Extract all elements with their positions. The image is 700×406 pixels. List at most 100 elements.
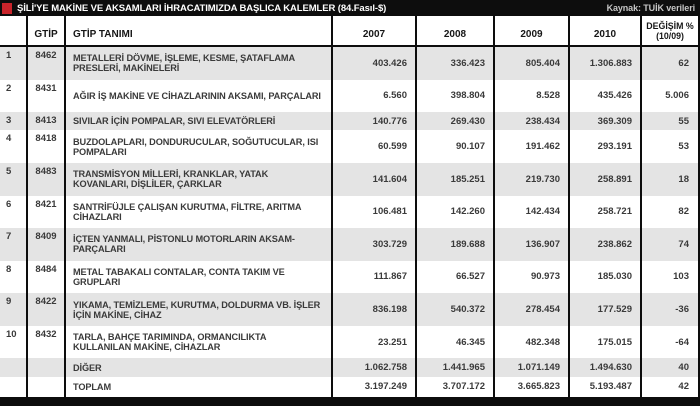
- value-2007-cell: 141.604: [333, 163, 417, 196]
- gtip-code-cell: [28, 358, 66, 377]
- rank-cell: 10: [0, 325, 28, 359]
- gtip-name-cell: SANTRİFÜJLE ÇALIŞAN KURUTMA, FİLTRE, ARI…: [66, 195, 333, 229]
- change-percent-cell: 103: [673, 271, 689, 283]
- rank-cell: 8: [0, 260, 28, 294]
- change-percent-cell: 82: [678, 206, 689, 218]
- rank-cell: [0, 376, 28, 398]
- gtip-name-cell: METALLERİ DÖVME, İŞLEME, KESME, ŞATAFLAM…: [66, 47, 333, 80]
- value-2009-cell: 191.462: [495, 130, 570, 163]
- table-row: 3 8413 SIVILAR İÇİN POMPALAR, SIVI ELEVA…: [0, 112, 698, 131]
- value-2008-cell: 1.441.965: [417, 358, 495, 377]
- value-2009-cell: 238.434: [495, 112, 570, 131]
- value-2008-cell: 185.251: [417, 163, 495, 196]
- value-2008-cell: 398.804: [417, 79, 495, 113]
- value-2007-cell: 6.560: [333, 79, 417, 113]
- rank-cell: 9: [0, 293, 28, 326]
- value-2009-cell: 219.730: [495, 163, 570, 196]
- value-2010-cell: 1.494.630: [570, 358, 642, 377]
- header-year-2008: 2008: [417, 16, 495, 45]
- gtip-code-cell: [28, 376, 66, 398]
- change-percent-cell: 53: [678, 141, 689, 153]
- gtip-name-cell: BUZDOLAPLARI, DONDURUCULAR, SOĞUTUCULAR,…: [66, 130, 333, 163]
- table-row: 6 8421 SANTRİFÜJLE ÇALIŞAN KURUTMA, FİLT…: [0, 195, 698, 229]
- value-2007-cell: 1.062.758: [333, 358, 417, 377]
- value-2010-cell: 435.426: [570, 79, 642, 113]
- gtip-code-cell: 8413: [28, 112, 66, 131]
- gtip-name-cell: TOPLAM: [66, 376, 333, 398]
- gtip-code-cell: 8418: [28, 130, 66, 163]
- rank-cell: 3: [0, 112, 28, 131]
- value-2007-cell: 140.776: [333, 112, 417, 131]
- gtip-name-cell: SIVILAR İÇİN POMPALAR, SIVI ELEVATÖRLERİ: [66, 112, 333, 131]
- value-2009-cell: 805.404: [495, 47, 570, 80]
- value-2009-cell: 3.665.823: [495, 376, 570, 398]
- value-2010-cell: 177.529: [570, 293, 642, 326]
- table-row: 4 8418 BUZDOLAPLARI, DONDURUCULAR, SOĞUT…: [0, 130, 698, 163]
- value-2009-cell: 8.528: [495, 79, 570, 113]
- change-percent-cell: -36: [675, 304, 689, 316]
- value-2008-cell: 3.707.172: [417, 376, 495, 398]
- table-row: 10 8432 TARLA, BAHÇE TARIMINDA, ORMANCIL…: [0, 325, 698, 359]
- value-2007-cell: 111.867: [333, 260, 417, 294]
- table-row: 1 8462 METALLERİ DÖVME, İŞLEME, KESME, Ş…: [0, 47, 698, 80]
- table-row: 9 8422 YIKAMA, TEMİZLEME, KURUTMA, DOLDU…: [0, 293, 698, 326]
- red-accent-block: [2, 2, 12, 14]
- rank-cell: 7: [0, 228, 28, 261]
- page-title: ŞİLİ'YE MAKİNE VE AKSAMLARI İHRACATIMIZD…: [17, 2, 387, 14]
- gtip-name-cell: DİĞER: [66, 358, 333, 377]
- value-2007-cell: 23.251: [333, 325, 417, 359]
- value-2009-cell: 90.973: [495, 260, 570, 294]
- table-row: 8 8484 METAL TABAKALI CONTALAR, CONTA TA…: [0, 260, 698, 294]
- header-gtip-name: GTİP TANIMI: [66, 16, 333, 45]
- rank-cell: 5: [0, 163, 28, 196]
- gtip-code-cell: 8483: [28, 163, 66, 196]
- table-header: GTİP GTİP TANIMI 2007 2008 2009 2010 DEĞ…: [0, 16, 698, 47]
- header-year-2010: 2010: [570, 16, 642, 45]
- gtip-name-cell: METAL TABAKALI CONTALAR, CONTA TAKIM VE …: [66, 260, 333, 294]
- table-row: 7 8409 İÇTEN YANMALI, PİSTONLU MOTORLARI…: [0, 228, 698, 261]
- gtip-code-cell: 8462: [28, 47, 66, 80]
- value-2007-cell: 303.729: [333, 228, 417, 261]
- value-2008-cell: 90.107: [417, 130, 495, 163]
- gtip-name-cell: TARLA, BAHÇE TARIMINDA, ORMANCILIKTA KUL…: [66, 325, 333, 359]
- rank-cell: 1: [0, 47, 28, 80]
- value-2008-cell: 46.345: [417, 325, 495, 359]
- value-2010-cell: 185.030: [570, 260, 642, 294]
- table-row: DİĞER 1.062.758 1.441.965 1.071.149 1.49…: [0, 358, 698, 377]
- value-2008-cell: 189.688: [417, 228, 495, 261]
- gtip-code-cell: 8421: [28, 195, 66, 229]
- value-2007-cell: 60.599: [333, 130, 417, 163]
- value-2010-cell: 369.309: [570, 112, 642, 131]
- change-percent-cell: 74: [678, 238, 689, 250]
- value-2009-cell: 278.454: [495, 293, 570, 326]
- change-percent-cell: 62: [678, 57, 689, 69]
- value-2009-cell: 136.907: [495, 228, 570, 261]
- change-percent-cell: 5.006: [665, 90, 689, 102]
- value-2007-cell: 403.426: [333, 47, 417, 80]
- header-year-2007: 2007: [333, 16, 417, 45]
- header-change-line1: DEĞİŞİM %: [646, 21, 694, 31]
- change-percent-cell: 18: [678, 173, 689, 185]
- gtip-name-cell: TRANSMİSYON MİLLERİ, KRANKLAR, YATAK KOV…: [66, 163, 333, 196]
- change-percent-cell: 55: [678, 115, 689, 127]
- header-gtip-code: GTİP: [28, 16, 66, 45]
- value-2010-cell: 5.193.487: [570, 376, 642, 398]
- value-2010-cell: 1.306.883: [570, 47, 642, 80]
- table-row: TOPLAM 3.197.249 3.707.172 3.665.823 5.1…: [0, 376, 698, 398]
- change-percent-cell: -64: [675, 336, 689, 348]
- value-2009-cell: 1.071.149: [495, 358, 570, 377]
- value-2010-cell: 175.015: [570, 325, 642, 359]
- rank-cell: 6: [0, 195, 28, 229]
- rank-cell: 2: [0, 79, 28, 113]
- bottom-border-bar: [0, 397, 700, 406]
- header-change-line2: (10/09): [656, 31, 684, 41]
- gtip-name-cell: YIKAMA, TEMİZLEME, KURUTMA, DOLDURMA VB.…: [66, 293, 333, 326]
- export-items-table: GTİP GTİP TANIMI 2007 2008 2009 2010 DEĞ…: [0, 16, 700, 398]
- value-2007-cell: 3.197.249: [333, 376, 417, 398]
- value-2009-cell: 142.434: [495, 195, 570, 229]
- value-2010-cell: 293.191: [570, 130, 642, 163]
- value-2007-cell: 106.481: [333, 195, 417, 229]
- rank-cell: [0, 358, 28, 377]
- gtip-code-cell: 8422: [28, 293, 66, 326]
- value-2010-cell: 238.862: [570, 228, 642, 261]
